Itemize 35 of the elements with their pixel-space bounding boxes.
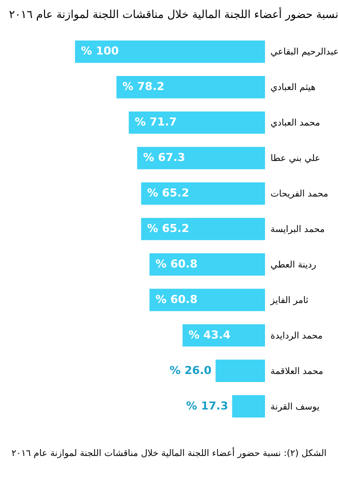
text: الشكل (٢): نسبة حضور أعضاء اللجنة المالية خلال مناقشات اللجنة لموازنة عام ٢٠١٦ (10, 449, 328, 459)
bar (137, 146, 265, 170)
y-tick-label: ردينة العطي (270, 260, 316, 270)
data-label: % 17.3 (186, 399, 228, 412)
bar (216, 360, 265, 382)
data-label: % 100 (81, 44, 120, 58)
y-tick-label: يوسف القرنة (270, 402, 320, 412)
y-tick-label: محمد الفريحات (270, 190, 328, 200)
y-tick-label: عبدالرحيم البقاعي (270, 48, 338, 58)
chart-title: نسبة حضور أعضاء اللجنة المالية خلال مناقشات اللجنة لموازنة عام ٢٠١٦ (8, 7, 338, 21)
bar (128, 111, 265, 134)
data-label: % 60.8 (155, 292, 198, 306)
bar (141, 218, 265, 240)
bar (116, 76, 265, 98)
bar (232, 395, 265, 418)
data-label: % 65.2 (147, 222, 190, 235)
bar (182, 324, 265, 347)
y-tick-label: محمد الردايدة (270, 331, 323, 342)
data-label: % 43.4 (188, 328, 231, 342)
data-label: % 65.2 (147, 186, 190, 200)
bar (149, 288, 265, 312)
y-tick-label: محمد البرايسة (270, 225, 325, 235)
y-tick-label: محمد العبادي (270, 118, 320, 129)
data-label: % 60.8 (155, 257, 198, 270)
data-label: % 78.2 (122, 80, 164, 94)
data-label: % 71.7 (134, 116, 177, 129)
y-tick-label: ثامر الفايز (270, 296, 309, 306)
bar (141, 182, 265, 205)
bar (75, 40, 265, 63)
bar (149, 253, 265, 276)
data-label: % 26.0 (170, 364, 212, 377)
y-tick-label: علي بني عطا (270, 154, 320, 164)
y-tick-label: محمد العلاقمة (270, 366, 324, 377)
data-label: % 67.3 (143, 151, 186, 164)
y-tick-label: هيثم العبادي (270, 83, 316, 94)
